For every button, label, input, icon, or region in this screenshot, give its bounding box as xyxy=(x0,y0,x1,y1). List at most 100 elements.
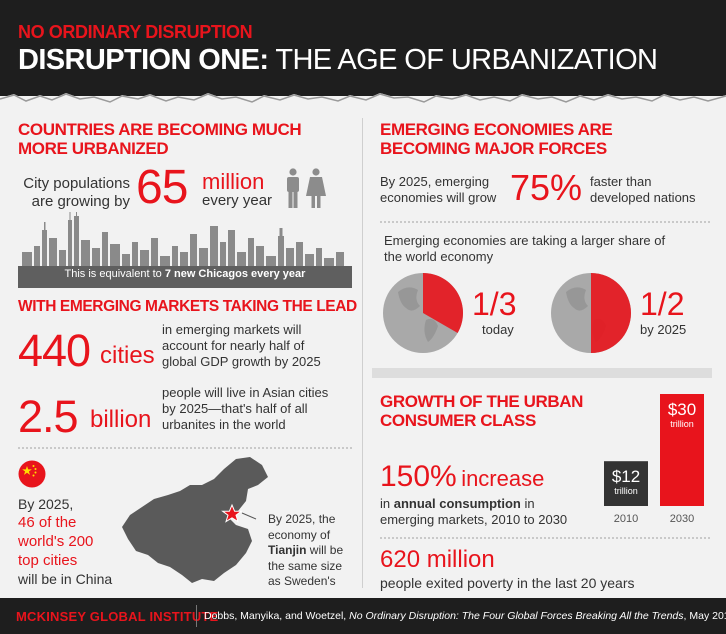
title-bold: DISRUPTION ONE: xyxy=(18,44,269,76)
increase-post: in xyxy=(520,496,535,511)
pie-share-today: 1/3 xyxy=(472,286,517,322)
section-band xyxy=(372,368,712,378)
pie-slice-share xyxy=(423,273,464,333)
bar-unit-label: trillion xyxy=(670,419,694,429)
poverty-number: 620 million xyxy=(380,546,495,573)
city-pop-line: are growing by xyxy=(31,193,130,210)
china-text-highlight: 46 of the xyxy=(18,514,77,531)
people-text-line: people will live in Asian cities xyxy=(162,385,329,400)
china-text-line: By 2025, xyxy=(18,496,74,512)
people-unit: billion xyxy=(90,406,152,433)
increase-word: increase xyxy=(461,466,545,491)
pie-chart-2025 xyxy=(551,273,631,353)
section-title-line: CONSUMER CLASS xyxy=(380,411,536,430)
bar-unit-label: trillion xyxy=(614,486,638,496)
section-title-line: GROWTH OF THE URBAN xyxy=(380,392,583,411)
tianjin-line: Tianjin will be xyxy=(268,543,343,559)
china-text: By 2025, 46 of the world's 200 top citie… xyxy=(18,495,112,588)
growth-after: faster than developed nations xyxy=(590,174,696,206)
growth-text-line: economies will grow xyxy=(380,190,497,205)
section-title-line: MORE URBANIZED xyxy=(18,139,169,158)
growth-text-line: By 2025, emerging xyxy=(380,174,490,189)
china-text-highlight: world's 200 xyxy=(18,533,94,550)
china-flag-icon xyxy=(18,460,46,488)
section-title-line: COUNTRIES ARE BECOMING MUCH xyxy=(18,120,302,139)
increase-text-line: emerging markets, 2010 to 2030 xyxy=(380,512,568,527)
city-pop-unit: million xyxy=(202,169,265,194)
share-text-line: Emerging economies are taking a larger s… xyxy=(384,233,666,248)
tianjin-line: By 2025, the xyxy=(268,512,336,526)
cite-pre: Dobbs, Manyika, and Woetzel, xyxy=(204,610,350,622)
tianjin-city-suffix: will be xyxy=(306,543,344,557)
section-title-emerging-lead: WITH EMERGING MARKETS TAKING THE LEAD xyxy=(18,298,357,315)
title-rest: THE AGE OF URBANIZATION xyxy=(268,44,658,76)
people-text-line: urbanites in the world xyxy=(162,417,286,432)
city-pop-line: City populations xyxy=(23,175,130,192)
share-text: Emerging economies are taking a larger s… xyxy=(384,233,665,265)
increase-headline: 150% increase xyxy=(380,460,544,494)
increase-text-line: in annual consumption in xyxy=(380,496,567,512)
cite-title: No Ordinary Disruption: The Four Global … xyxy=(349,610,684,622)
pie-chart-today xyxy=(383,273,464,353)
bar-category-label: 2030 xyxy=(670,513,694,525)
bar-2010 xyxy=(604,461,648,506)
china-map-icon xyxy=(122,457,268,583)
pie-label-2025: by 2025 xyxy=(640,322,687,337)
growth-pct: 75% xyxy=(510,167,583,208)
people-text-line: by 2025—that's half of all xyxy=(162,401,308,416)
increase-pre: in xyxy=(380,496,394,511)
china-text-highlight: top cities xyxy=(18,552,78,569)
cities-text-line: in emerging markets will xyxy=(162,322,302,337)
cities-text-line: global GDP growth by 2025 xyxy=(162,354,321,369)
cities-text: in emerging markets will account for nea… xyxy=(162,322,321,370)
city-skyline-icon xyxy=(18,212,352,288)
people-text: people will live in Asian cities by 2025… xyxy=(162,385,328,433)
bar-2030 xyxy=(660,394,704,506)
share-text-line: the world economy xyxy=(384,249,494,264)
city-pop-number: 65 xyxy=(136,161,188,214)
pie-share-2025: 1/2 xyxy=(640,286,685,322)
footer-separator xyxy=(196,605,197,627)
dotted-divider xyxy=(380,537,710,539)
page-title: DISRUPTION ONE: THE AGE OF URBANIZATION xyxy=(18,44,658,77)
footer-brand: MCKINSEY GLOBAL INSTITUTE xyxy=(16,609,219,624)
section-title-urbanized: COUNTRIES ARE BECOMING MUCH MORE URBANIZ… xyxy=(18,120,302,158)
tianjin-line: the same size xyxy=(268,558,343,573)
increase-bold: annual consumption xyxy=(393,496,521,511)
column-divider xyxy=(362,118,363,588)
torn-edge xyxy=(0,93,726,110)
cities-unit: cities xyxy=(100,342,155,369)
city-pop-period: every year xyxy=(202,192,273,209)
cities-number: 440 xyxy=(18,325,91,376)
growth-after-line: developed nations xyxy=(590,190,696,205)
tianjin-line: economy of xyxy=(268,527,331,542)
skyline-caption: This is equivalent to 7 new Chicagos eve… xyxy=(18,268,352,280)
people-number: 2.5 xyxy=(18,391,79,442)
section-title-line: BECOMING MAJOR FORCES xyxy=(380,139,607,158)
bar-value-label: $30 xyxy=(668,400,696,419)
tianjin-text: By 2025, the economy of Tianjin will be … xyxy=(268,512,343,590)
header-band xyxy=(0,0,726,96)
china-text-line: will be in China xyxy=(18,571,113,587)
dotted-divider xyxy=(380,221,710,223)
pie-slice-share xyxy=(591,273,631,353)
people-icon xyxy=(287,168,326,208)
skyline-caption-bold: 7 new Chicagos every year xyxy=(164,268,306,280)
tianjin-line: as Sweden's xyxy=(268,574,336,588)
growth-after-line: faster than xyxy=(590,174,652,189)
city-pop-label: City populations are growing by xyxy=(18,175,130,211)
poverty-text: people exited poverty in the last 20 yea… xyxy=(380,575,635,591)
increase-text: in annual consumption in emerging market… xyxy=(380,496,567,528)
skyline-caption-pre: This is equivalent to xyxy=(64,268,165,280)
bar-value-label: $12 xyxy=(612,467,640,486)
section-title-line: EMERGING ECONOMIES ARE xyxy=(380,120,613,139)
dotted-divider xyxy=(18,447,352,449)
growth-text: By 2025, emerging economies will grow xyxy=(380,174,496,206)
footer-band xyxy=(0,598,726,634)
section-title-emerging: EMERGING ECONOMIES ARE BECOMING MAJOR FO… xyxy=(380,120,613,158)
footer-citation: Dobbs, Manyika, and Woetzel, No Ordinary… xyxy=(204,610,726,622)
cite-post: , May 2015 xyxy=(683,610,726,622)
increase-number: 150% xyxy=(380,460,457,493)
header-kicker: NO ORDINARY DISRUPTION xyxy=(18,22,253,42)
